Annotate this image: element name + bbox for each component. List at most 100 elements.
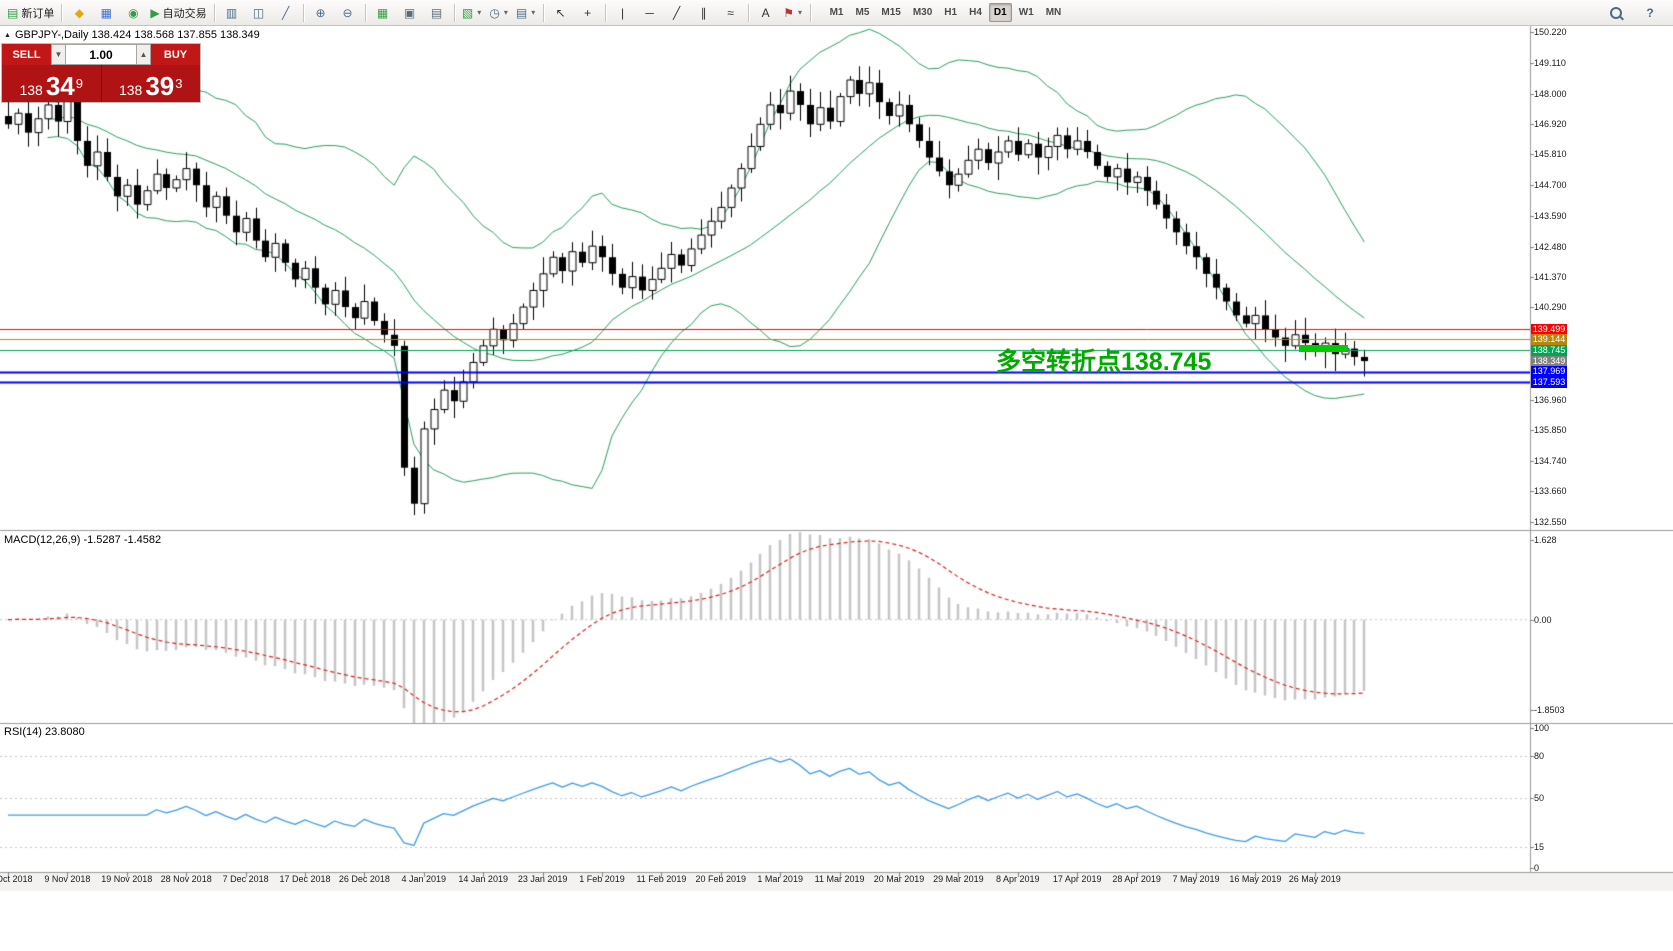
trendline-icon: ╱ xyxy=(672,5,681,20)
crosshair-button[interactable]: + xyxy=(575,3,601,23)
date-label: 4 Jan 2019 xyxy=(401,874,447,884)
timeframe-m15-button[interactable]: M15 xyxy=(881,7,901,18)
price-tick-label: 144.700 xyxy=(1534,180,1567,191)
autotrading-icon: ▶ xyxy=(150,5,160,20)
ask-price-display[interactable]: 138 39 3 xyxy=(101,65,200,102)
autotrading-button[interactable]: ▶ 自动交易 xyxy=(147,3,209,23)
volume-input[interactable] xyxy=(66,44,136,65)
candlestick-button[interactable]: ◫ xyxy=(246,3,272,23)
date-label: 28 Apr 2019 xyxy=(1112,874,1161,884)
fibonacci-button[interactable]: ≈ xyxy=(718,3,744,23)
help-icon: ? xyxy=(1646,5,1654,20)
search-icon xyxy=(1610,6,1622,19)
price-tick-label: 142.480 xyxy=(1534,241,1567,252)
horizontal-line-icon: ─ xyxy=(645,5,654,20)
trade-panel-price-row: 138 34 9 138 39 3 xyxy=(2,65,200,102)
price-tick-label: 136.960 xyxy=(1534,394,1567,405)
arrange-windows-button[interactable]: ▤ xyxy=(424,3,450,23)
timeframe-w1-button[interactable]: W1 xyxy=(1018,7,1034,18)
terminal-button[interactable]: ◉ xyxy=(120,3,146,23)
cursor-icon: ↖ xyxy=(555,5,566,20)
date-label: 1 Feb 2019 xyxy=(579,874,625,884)
zoom-out-icon: ⊖ xyxy=(342,5,353,20)
text-button[interactable]: A xyxy=(753,3,779,23)
cascade-windows-icon: ▣ xyxy=(403,5,416,20)
bar-chart-button[interactable]: ▥ xyxy=(219,3,245,23)
date-label: 7 Dec 2018 xyxy=(222,874,269,884)
toolbar-separator xyxy=(809,3,811,22)
tile-windows-button[interactable]: ▦ xyxy=(370,3,396,23)
timeframe-m30-button[interactable]: M30 xyxy=(912,7,933,18)
vertical-line-button[interactable]: | xyxy=(610,3,636,23)
new-chart-button[interactable]: ▧ ▾ xyxy=(459,3,485,23)
line-chart-button[interactable]: ╱ xyxy=(273,3,299,23)
hline-price-tag: 138.745 xyxy=(1531,344,1567,356)
buy-button[interactable]: BUY xyxy=(151,44,200,65)
volume-increase-button[interactable]: ▲ xyxy=(136,44,151,65)
timeframe-m5-button[interactable]: M5 xyxy=(855,7,870,18)
trendline-button[interactable]: ╱ xyxy=(664,3,690,23)
cascade-windows-button[interactable]: ▣ xyxy=(397,3,423,23)
bid-point: 9 xyxy=(75,76,83,91)
cursor-button[interactable]: ↖ xyxy=(548,3,574,23)
arrows-button[interactable]: ⚑ ▾ xyxy=(780,3,806,23)
date-label: 17 Dec 2018 xyxy=(279,874,331,884)
zoom-out-button[interactable]: ⊖ xyxy=(335,3,361,23)
hline-price-tag: 139.499 xyxy=(1531,323,1567,335)
macd-scale-label: -1.8503 xyxy=(1534,704,1565,715)
zoom-in-icon: ⊕ xyxy=(315,5,326,20)
toolbar-separator xyxy=(61,3,63,22)
caret-down-icon: ▾ xyxy=(503,8,508,17)
sell-button[interactable]: SELL xyxy=(2,44,51,65)
symbol-ohlc-text: GBPJPY-,Daily 138.424 138.568 137.855 13… xyxy=(14,29,260,41)
horizontal-line-button[interactable]: ─ xyxy=(637,3,663,23)
price-tick-label: 132.550 xyxy=(1534,516,1567,527)
templates-icon: ▤ xyxy=(515,5,528,20)
date-label: 23 Jan 2019 xyxy=(517,874,568,884)
date-label: 19 Nov 2018 xyxy=(101,874,153,884)
date-label: 16 May 2019 xyxy=(1229,874,1282,884)
macd-scale-label: 0.00 xyxy=(1534,614,1552,625)
vertical-line-icon: | xyxy=(621,5,625,20)
market-watch-button[interactable]: ◆ xyxy=(66,3,92,23)
channel-button[interactable]: ∥ xyxy=(691,3,717,23)
bid-big-figure: 138 xyxy=(19,82,43,98)
rsi-scale-label: 80 xyxy=(1534,751,1545,761)
help-button[interactable]: ? xyxy=(1637,3,1663,23)
rsi-scale-label: 50 xyxy=(1534,793,1545,803)
toolbar: ▤ 新订单 ◆ ▦ ◉ ▶ 自动交易 ▥ ◫ ╱ ⊕ ⊖ ▦ ▣ ▤ ▧ ▾ ◷ ▾ ▤ ▾ ↖ + | ─ ╱ ∥ ≈ A ⚑ ▾ M1 M5… xyxy=(0,0,1673,26)
macd-label: MACD(12,26,9) -1.5287 -1.4582 xyxy=(4,534,162,546)
timeframe-mn-button[interactable]: MN xyxy=(1045,7,1062,18)
caret-down-icon: ▾ xyxy=(531,8,536,17)
profiles-icon: ◷ xyxy=(489,5,500,20)
templates-button[interactable]: ▤ ▾ xyxy=(513,3,539,23)
fibonacci-icon: ≈ xyxy=(727,5,734,20)
timeframe-h4-button[interactable]: H4 xyxy=(969,7,982,18)
market-watch-icon: ◆ xyxy=(74,5,84,20)
price-tick-label: 141.370 xyxy=(1534,272,1567,283)
timeframe-group: M1 M5 M15 M30 H1 H4 D1 W1 MN xyxy=(825,3,1067,22)
toolbar-right: ? xyxy=(1603,3,1663,23)
caret-down-icon: ▾ xyxy=(797,8,802,17)
bid-price-display[interactable]: 138 34 9 xyxy=(2,65,101,102)
timeframe-h1-button[interactable]: H1 xyxy=(944,7,958,18)
new-order-icon: ▤ xyxy=(7,5,19,20)
date-label: 20 Mar 2019 xyxy=(873,874,925,884)
volume-decrease-button[interactable]: ▼ xyxy=(51,44,66,65)
profiles-button[interactable]: ◷ ▾ xyxy=(486,3,512,23)
zoom-in-button[interactable]: ⊕ xyxy=(308,3,334,23)
ask-big-figure: 138 xyxy=(118,82,143,98)
data-window-button[interactable]: ▦ xyxy=(93,3,119,23)
timeframe-d1-button[interactable]: D1 xyxy=(988,3,1012,22)
search-button[interactable] xyxy=(1603,3,1629,23)
arrange-windows-icon: ▤ xyxy=(430,5,443,20)
date-label: 28 Nov 2018 xyxy=(160,874,212,884)
chart-canvas[interactable] xyxy=(0,26,1673,891)
price-tick-label: 140.290 xyxy=(1534,302,1567,313)
hline-price-tag: 137.593 xyxy=(1531,376,1567,388)
new-order-button[interactable]: ▤ 新订单 xyxy=(4,3,57,23)
price-tick-label: 134.740 xyxy=(1534,456,1567,467)
timeframe-m1-button[interactable]: M1 xyxy=(829,7,844,18)
bar-chart-icon: ▥ xyxy=(225,5,238,20)
